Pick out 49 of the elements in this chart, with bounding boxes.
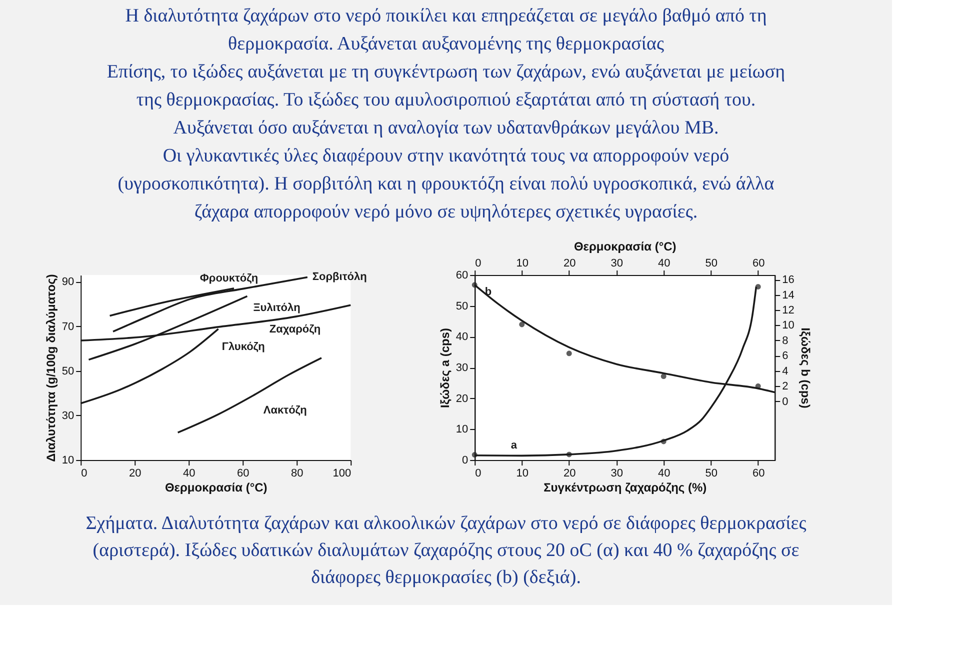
x-tick-label: 20 bbox=[563, 258, 576, 270]
y-tick-label: 0 bbox=[462, 454, 468, 466]
y-tick-label: 50 bbox=[456, 300, 468, 312]
text: Η διαλυτότητα ζαχάρων στο νερό ποικίλει και επηρεάζεται σε μεγάλο βαθμό από τη θερμοκρασία. Αυξάνεται αυξανομένης της θερμοκρασίας Επίσης, το ιξώδες αυξάνεται με τη συγκέντρωση των ζαχάρων, ενώ αυξάνεται με μείωση της θερμοκρασίας. Το ιξώδες του αμυλοσιροπιού εξαρτάται από τη σύστασή του. Αυξάνεται όσο αυξάνεται η αναλογία των υδατανθράκων μεγάλου ΜΒ. Οι γλυκαντικές ύλες διαφέρουν στην ικανότητά τους να απορροφούν νερό (υγροσκοπικότητα). Η σορβιτόλη και η φρουκτόζη είναι πολύ υγροσκοπικά, ενώ άλλα ζάχαρα απορροφούν νερό μόνο σε υψηλότερες σχετικές υγρασίες. bbox=[106, 6, 786, 222]
x-tick-label: 100 bbox=[332, 468, 352, 480]
y2-tick-label: 14 bbox=[782, 289, 794, 302]
y-tick-label: 70 bbox=[62, 320, 74, 333]
text: Σχήματα. Διαλυτότητα ζαχάρων και αλκοολικών ζαχάρων στο νερό σε διάφορες θερμοκρασίες (αριστερά). Ιξώδες υδατικών διαλυμάτων ζαχαρόζης στους 20 oC (α) και 40 % ζαχαρόζης σε διάφορες θερμοκρασίες (b) (δεξιά). bbox=[86, 513, 807, 588]
y2-tick-label: 6 bbox=[782, 350, 788, 362]
x-tick-label: 10 bbox=[516, 258, 528, 270]
y-tick-label: 30 bbox=[62, 410, 74, 422]
y2-tick-label: 10 bbox=[782, 320, 794, 332]
series-label: Ζαχαρόζη bbox=[269, 324, 321, 336]
y2-tick-label: 0 bbox=[782, 396, 788, 408]
y-tick-label: 40 bbox=[456, 331, 468, 344]
y-axis-title: Ιξώδες a (cps) bbox=[438, 328, 452, 408]
x-tick-label: 20 bbox=[129, 468, 142, 480]
y-tick-label: 10 bbox=[456, 424, 468, 436]
y-tick-label: 30 bbox=[456, 362, 468, 374]
x-axis-title: Συγκέντρωση ζαχαρόζης (%) bbox=[544, 480, 707, 494]
series-label: a bbox=[510, 440, 518, 452]
x-tick-label: 80 bbox=[291, 468, 304, 480]
y-axis-title: Διαλυτότητα (g/100g διαλύματος) bbox=[44, 274, 58, 462]
series-label: Γλυκόζη bbox=[222, 340, 266, 353]
y-tick-label: 50 bbox=[62, 365, 74, 378]
x-tick-label: 0 bbox=[81, 468, 88, 480]
y2-tick-label: 4 bbox=[782, 365, 788, 378]
y-tick-label: 90 bbox=[62, 276, 74, 288]
y-tick-label: 20 bbox=[456, 392, 468, 405]
series-label: Ξυλιτόλη bbox=[253, 302, 301, 314]
y2-axis-title: Ιξώδες b (cps) bbox=[798, 328, 812, 408]
x-tick-label: 30 bbox=[610, 258, 623, 270]
x-tick-label: 60 bbox=[237, 468, 250, 480]
series-label: Λακτόζη bbox=[263, 404, 308, 416]
series-label: Σορβιτόλη bbox=[312, 271, 368, 284]
y2-tick-label: 2 bbox=[782, 380, 788, 393]
series-label: Φρουκτόζη bbox=[200, 272, 258, 284]
x2-axis-title: Θερμοκρασία (°C) bbox=[574, 240, 676, 254]
x-tick-label: 60 bbox=[752, 258, 765, 270]
x-tick-label: 0 bbox=[475, 258, 482, 270]
y-tick-label: 60 bbox=[456, 270, 468, 282]
y-tick-label: 10 bbox=[62, 454, 74, 466]
x-axis-title: Θερμοκρασία (°C) bbox=[164, 480, 268, 494]
x-tick-label: 50 bbox=[705, 258, 718, 270]
x-tick-label: 40 bbox=[183, 468, 196, 480]
y2-tick-label: 16 bbox=[782, 274, 794, 286]
y2-tick-label: 12 bbox=[782, 304, 794, 317]
x-tick-label: 40 bbox=[658, 258, 670, 270]
y2-tick-label: 8 bbox=[782, 334, 788, 347]
